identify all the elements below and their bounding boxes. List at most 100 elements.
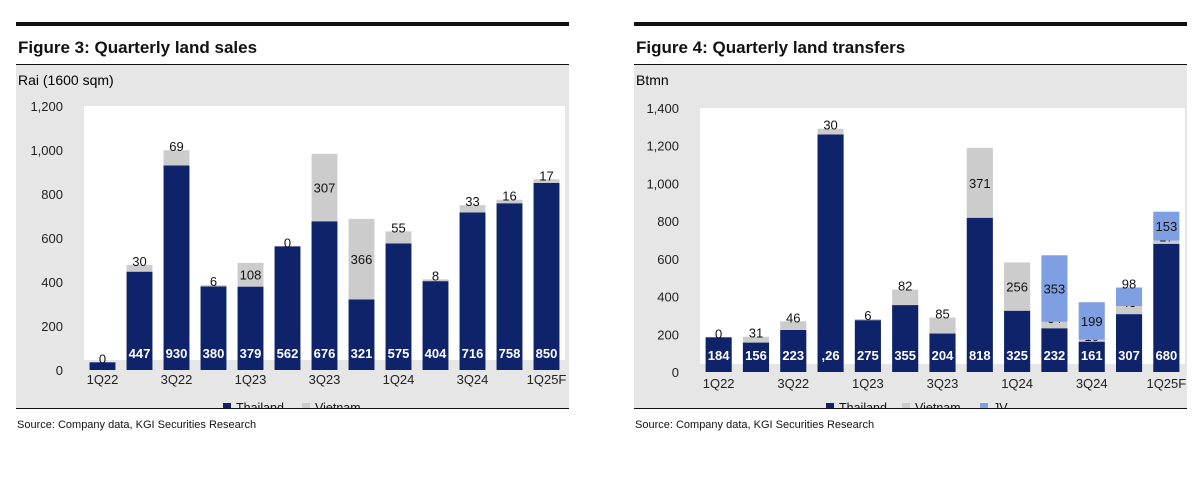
bar-segment-vietnam bbox=[348, 218, 375, 300]
y-tick-label: 800 bbox=[41, 187, 63, 202]
data-label: 380 bbox=[203, 346, 225, 361]
bar-segment-vietnam bbox=[459, 205, 486, 213]
bar-segment-vietnam bbox=[311, 153, 338, 222]
data-label: 680 bbox=[1155, 348, 1177, 363]
data-label: 676 bbox=[314, 346, 336, 361]
bar-segment-thailand bbox=[1004, 310, 1031, 372]
y-tick-label: 1,200 bbox=[646, 139, 679, 154]
x-tick-label: 1Q24 bbox=[383, 372, 415, 387]
bar-segment-vietnam bbox=[422, 279, 449, 282]
x-tick-label: 1Q23 bbox=[235, 372, 267, 387]
bar-segment-vietnam bbox=[533, 179, 560, 183]
bar-segment-vietnam bbox=[1115, 306, 1143, 315]
data-label: 275 bbox=[857, 348, 879, 363]
bar-segment-thailand bbox=[780, 329, 807, 372]
data-label: 818 bbox=[969, 348, 991, 363]
x-tick-label: 1Q23 bbox=[852, 376, 884, 391]
bar-segment-vietnam bbox=[817, 128, 844, 135]
bar-segment-vietnam bbox=[780, 321, 807, 330]
y-tick-label: 200 bbox=[41, 319, 63, 334]
bar-segment-thailand bbox=[348, 299, 375, 370]
data-label: 0 bbox=[284, 235, 291, 250]
data-label: 447 bbox=[129, 346, 151, 361]
y-tick-label: 400 bbox=[41, 275, 63, 290]
bar-segment-thailand bbox=[1078, 341, 1105, 372]
legend-swatch-thailand bbox=[223, 403, 231, 408]
figure-title: Figure 4: Quarterly land transfers bbox=[634, 26, 1187, 65]
bar-segment-thailand bbox=[929, 333, 956, 372]
data-label: 232 bbox=[1044, 348, 1066, 363]
bar-segment-thailand bbox=[966, 217, 993, 372]
data-label: 371 bbox=[969, 176, 991, 191]
bar-segment-vietnam bbox=[892, 289, 919, 306]
bar-segment-thailand bbox=[385, 243, 412, 370]
data-label: 6 bbox=[210, 274, 217, 289]
data-label: 85 bbox=[935, 307, 949, 322]
bar-segment-vietnam bbox=[163, 150, 190, 166]
data-label: 46 bbox=[786, 310, 800, 325]
y-tick-label: 600 bbox=[657, 252, 679, 267]
figure-3-panel: Figure 3: Quarterly land sales Rai (1600… bbox=[16, 22, 569, 431]
y-tick-label: 200 bbox=[657, 327, 679, 342]
bar-segment-jv bbox=[1078, 302, 1105, 340]
data-label: 153 bbox=[1155, 219, 1177, 234]
legend-swatch-vietnam bbox=[902, 403, 910, 408]
bar-segment-vietnam bbox=[929, 317, 956, 334]
data-label: 353 bbox=[1044, 282, 1066, 297]
data-label: 575 bbox=[388, 346, 410, 361]
y-tick-label: 1,200 bbox=[30, 99, 63, 114]
chart-area: Btmn 0 200 400 600 800 1,000 1,200 1,400 184 0 1Q22… bbox=[634, 65, 1187, 409]
bar-segment-vietnam bbox=[126, 265, 153, 272]
legend-swatch-thailand bbox=[826, 403, 834, 408]
bar-segment-vietnam bbox=[1041, 321, 1068, 329]
y-tick-label: 400 bbox=[657, 290, 679, 305]
x-tick-label: 3Q23 bbox=[927, 376, 959, 391]
y-tick-label: 1,400 bbox=[646, 101, 679, 116]
bar-segment-thailand bbox=[1041, 328, 1068, 372]
bar-segment-vietnam bbox=[966, 147, 993, 218]
bar-segment-jv bbox=[1041, 255, 1068, 322]
legend-label: Vietnam bbox=[315, 401, 361, 408]
data-label: 98 bbox=[1122, 277, 1136, 292]
y-tick-label: 0 bbox=[56, 363, 63, 378]
data-label: 307 bbox=[1118, 348, 1140, 363]
data-label: 184 bbox=[708, 348, 730, 363]
data-label: 16 bbox=[502, 189, 516, 204]
bar-segment-thailand bbox=[742, 342, 770, 372]
data-label: 17 bbox=[539, 168, 553, 183]
legend-label: Thailand bbox=[236, 401, 284, 408]
data-label: 256 bbox=[1006, 280, 1028, 295]
bar-segment-thailand bbox=[533, 183, 560, 370]
land-transfers-chart: Btmn 0 200 400 600 800 1,000 1,200 1,400 184 0 1Q22… bbox=[636, 72, 1186, 408]
x-tick-label: 1Q25F bbox=[1146, 376, 1186, 391]
data-label: 321 bbox=[351, 346, 373, 361]
bar-segment-vietnam bbox=[237, 262, 264, 287]
x-tick-label: 3Q22 bbox=[777, 376, 809, 391]
legend-label: Thailand bbox=[839, 401, 887, 408]
bar-segment-thailand bbox=[422, 281, 449, 370]
bar-segment-vietnam bbox=[742, 336, 770, 343]
source-note: Source: Company data, KGI Securities Res… bbox=[635, 419, 875, 431]
bar-segment-thailand bbox=[163, 165, 190, 370]
bar-segment-thailand bbox=[311, 221, 338, 370]
bar-segment-thailand bbox=[1115, 314, 1143, 372]
data-label: 204 bbox=[932, 348, 954, 363]
data-label: 8 bbox=[432, 268, 439, 283]
bar-segment-thailand bbox=[817, 134, 844, 372]
data-label: 0 bbox=[99, 351, 106, 366]
data-label: 355 bbox=[894, 348, 916, 363]
legend-label: JV bbox=[993, 401, 1008, 408]
data-label: 223 bbox=[782, 348, 804, 363]
bar-segment-vietnam bbox=[1153, 240, 1180, 244]
bar-segment-thailand bbox=[126, 271, 153, 370]
data-label: 758 bbox=[499, 346, 521, 361]
data-label: 199 bbox=[1081, 314, 1103, 329]
data-label: 6 bbox=[864, 308, 871, 323]
data-label: 0 bbox=[715, 326, 722, 341]
x-tick-label: 3Q24 bbox=[1076, 376, 1108, 391]
bar-segment-thailand bbox=[89, 362, 116, 370]
bar-segment-jv bbox=[1115, 287, 1143, 306]
x-tick-label: 3Q22 bbox=[161, 372, 193, 387]
data-label: 82 bbox=[898, 279, 912, 294]
x-tick-label: 1Q22 bbox=[87, 372, 119, 387]
